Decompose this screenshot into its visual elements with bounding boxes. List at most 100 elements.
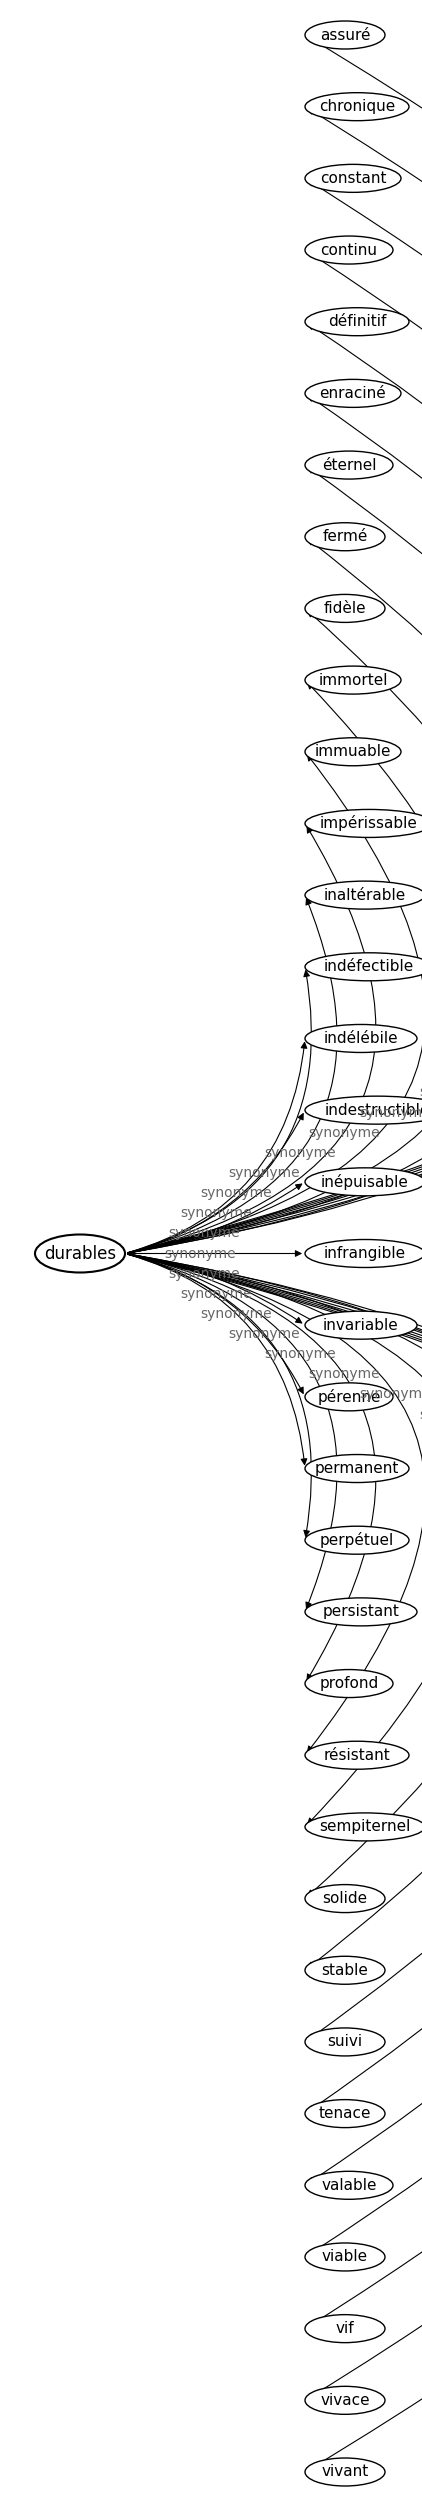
- Text: indestructible: indestructible: [325, 1103, 422, 1118]
- FancyArrowPatch shape: [128, 1113, 303, 1254]
- Text: suivi: suivi: [327, 2036, 362, 2048]
- Text: viable: viable: [322, 2249, 368, 2264]
- FancyArrowPatch shape: [128, 323, 422, 1254]
- Ellipse shape: [305, 953, 422, 980]
- FancyArrowPatch shape: [128, 1043, 307, 1254]
- Ellipse shape: [305, 2028, 385, 2056]
- Ellipse shape: [305, 2101, 385, 2128]
- Text: permanent: permanent: [315, 1462, 399, 1477]
- Ellipse shape: [305, 594, 385, 622]
- Text: synonyme: synonyme: [165, 1246, 236, 1261]
- Ellipse shape: [305, 1597, 417, 1627]
- Text: continu: continu: [320, 243, 378, 258]
- Ellipse shape: [305, 2314, 385, 2342]
- Ellipse shape: [305, 1025, 417, 1053]
- Text: résistant: résistant: [324, 1747, 390, 1762]
- Ellipse shape: [305, 1527, 409, 1554]
- Text: synonyme: synonyme: [264, 1346, 336, 1361]
- FancyArrowPatch shape: [128, 253, 422, 1254]
- Text: synonyme: synonyme: [264, 1146, 336, 1161]
- Ellipse shape: [305, 236, 393, 263]
- Ellipse shape: [305, 93, 409, 120]
- Text: solide: solide: [322, 1890, 368, 1905]
- Ellipse shape: [35, 1233, 125, 1274]
- Text: indélébile: indélébile: [324, 1030, 398, 1045]
- Ellipse shape: [305, 2244, 385, 2271]
- FancyArrowPatch shape: [128, 38, 422, 1254]
- Text: synonyme: synonyme: [169, 1266, 241, 1281]
- FancyArrowPatch shape: [128, 970, 311, 1254]
- FancyArrowPatch shape: [128, 1183, 302, 1254]
- Text: synonyme: synonyme: [181, 1206, 252, 1221]
- FancyArrowPatch shape: [128, 181, 422, 1253]
- FancyArrowPatch shape: [128, 612, 422, 1254]
- Text: persistant: persistant: [322, 1604, 400, 1620]
- Text: synonyme: synonyme: [308, 1126, 379, 1141]
- Text: infrangible: infrangible: [324, 1246, 406, 1261]
- FancyArrowPatch shape: [128, 1254, 302, 1324]
- Text: constant: constant: [320, 170, 386, 186]
- Ellipse shape: [305, 1454, 409, 1482]
- FancyArrowPatch shape: [128, 827, 376, 1254]
- FancyArrowPatch shape: [128, 1254, 376, 1680]
- Ellipse shape: [305, 667, 401, 694]
- Ellipse shape: [305, 1955, 385, 1983]
- FancyArrowPatch shape: [128, 1254, 311, 1537]
- FancyArrowPatch shape: [128, 755, 422, 1254]
- Text: vif: vif: [335, 2321, 354, 2337]
- FancyArrowPatch shape: [128, 1254, 422, 1825]
- FancyArrowPatch shape: [128, 1254, 422, 2254]
- Text: synonyme: synonyme: [228, 1166, 300, 1181]
- FancyArrowPatch shape: [128, 1254, 422, 2184]
- Ellipse shape: [305, 1311, 417, 1339]
- Text: synonyme: synonyme: [360, 1106, 422, 1121]
- FancyArrowPatch shape: [128, 682, 422, 1254]
- Text: fidèle: fidèle: [324, 602, 366, 617]
- FancyArrowPatch shape: [128, 1254, 422, 1968]
- FancyArrowPatch shape: [128, 1254, 422, 2111]
- Text: stable: stable: [322, 1963, 368, 1978]
- Text: inaltérable: inaltérable: [324, 887, 406, 903]
- Text: durables: durables: [44, 1243, 116, 1264]
- Text: sempiternel: sempiternel: [319, 1820, 411, 1835]
- Text: synonyme: synonyme: [200, 1186, 272, 1201]
- Text: vivant: vivant: [322, 2464, 369, 2479]
- Text: valable: valable: [321, 2179, 377, 2194]
- Text: synonyme: synonyme: [419, 1086, 422, 1101]
- Ellipse shape: [305, 1742, 409, 1770]
- Text: synonyme: synonyme: [181, 1286, 252, 1301]
- Text: tenace: tenace: [319, 2106, 371, 2121]
- Ellipse shape: [305, 451, 393, 479]
- Ellipse shape: [305, 1238, 422, 1269]
- Ellipse shape: [305, 308, 409, 336]
- Ellipse shape: [305, 810, 422, 837]
- Ellipse shape: [305, 379, 401, 406]
- FancyArrowPatch shape: [128, 1254, 337, 1607]
- Text: éternel: éternel: [322, 459, 376, 471]
- FancyArrowPatch shape: [128, 396, 422, 1254]
- Ellipse shape: [305, 1670, 393, 1697]
- FancyArrowPatch shape: [128, 1254, 422, 2041]
- Ellipse shape: [305, 20, 385, 50]
- FancyArrowPatch shape: [128, 108, 422, 1254]
- Ellipse shape: [305, 2457, 385, 2487]
- Text: perpétuel: perpétuel: [320, 1532, 394, 1549]
- Text: synonyme: synonyme: [228, 1326, 300, 1341]
- Text: vivace: vivace: [320, 2392, 370, 2407]
- Ellipse shape: [305, 1096, 422, 1123]
- Text: synonyme: synonyme: [308, 1366, 379, 1381]
- FancyArrowPatch shape: [128, 900, 337, 1254]
- Ellipse shape: [305, 1813, 422, 1840]
- FancyArrowPatch shape: [128, 1254, 422, 2399]
- Text: pérenne: pérenne: [317, 1389, 381, 1404]
- Ellipse shape: [305, 2387, 385, 2414]
- Text: synonyme: synonyme: [360, 1386, 422, 1401]
- Text: inépuisable: inépuisable: [321, 1173, 409, 1191]
- Ellipse shape: [305, 165, 401, 193]
- Ellipse shape: [305, 1168, 422, 1196]
- Text: immortel: immortel: [318, 672, 388, 687]
- Text: définitif: définitif: [328, 313, 386, 328]
- Text: chronique: chronique: [319, 100, 395, 115]
- Text: assuré: assuré: [320, 28, 370, 43]
- FancyArrowPatch shape: [128, 539, 422, 1254]
